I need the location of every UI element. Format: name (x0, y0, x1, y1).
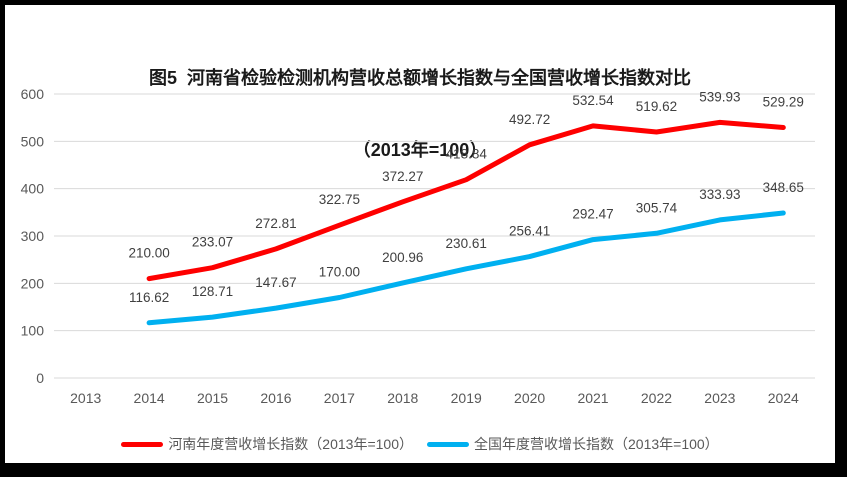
data-label-series0: 539.93 (699, 89, 740, 104)
data-label-series1: 256.41 (509, 224, 550, 239)
y-axis-tick-label: 400 (21, 181, 45, 197)
x-axis-label-2013: 2013 (70, 390, 101, 406)
chart-title: 图5 河南省检验检测机构营收总额增长指数与全国营收增长指数对比 （2013年=1… (5, 18, 835, 210)
chart-title-line1: 图5 河南省检验检测机构营收总额增长指数与全国营收增长指数对比 (148, 68, 691, 88)
data-label-series0: 519.62 (636, 99, 677, 114)
x-axis-label-2020: 2020 (514, 390, 545, 406)
data-label-series0: 529.29 (763, 94, 804, 109)
series-line-1 (146, 210, 786, 326)
x-axis-label-2022: 2022 (641, 390, 672, 406)
x-axis-label-2023: 2023 (704, 390, 735, 406)
y-axis-tick-label: 300 (21, 228, 45, 244)
data-label-series1: 305.74 (636, 200, 678, 215)
data-label-series0: 233.07 (192, 235, 233, 250)
legend-line-swatch-henan (121, 441, 164, 447)
y-axis-tick-label: 0 (36, 370, 44, 386)
legend-label-henan: 河南年度营收增长指数（2013年=100） (168, 436, 413, 452)
chart-legend: 河南年度营收增长指数（2013年=100） 全国年度营收增长指数（2013年=1… (5, 434, 835, 454)
x-axis-label-2015: 2015 (197, 390, 228, 406)
data-label-series0: 322.75 (319, 192, 360, 207)
x-axis-label-2021: 2021 (577, 390, 608, 406)
x-axis-label-2019: 2019 (451, 390, 482, 406)
data-label-series1: 170.00 (319, 265, 360, 280)
data-label-series1: 200.96 (382, 250, 423, 265)
data-label-series0: 532.54 (572, 93, 614, 108)
data-label-series1: 128.71 (192, 284, 233, 299)
x-axis-label-2016: 2016 (260, 390, 291, 406)
x-axis-label-2018: 2018 (387, 390, 418, 406)
data-label-series1: 333.93 (699, 187, 740, 202)
data-label-series0: 418.84 (446, 147, 488, 162)
data-label-series1: 230.61 (446, 236, 487, 251)
y-axis-tick-label: 500 (21, 133, 45, 149)
data-label-series0: 492.72 (509, 112, 550, 127)
x-axis-label-2017: 2017 (324, 390, 355, 406)
data-label-series1: 116.62 (129, 290, 169, 305)
y-axis-tick-label: 100 (21, 323, 45, 339)
legend-line-swatch-national (427, 441, 469, 447)
x-axis-label-2024: 2024 (768, 390, 799, 406)
legend-item-national: 全国年度营收增长指数（2013年=100） (427, 434, 719, 454)
legend-item-henan: 河南年度营收增长指数（2013年=100） (121, 434, 413, 454)
data-label-series0: 272.81 (255, 216, 296, 231)
x-axis-label-2014: 2014 (134, 390, 165, 406)
series-line-0 (146, 119, 786, 282)
data-label-series0: 372.27 (382, 169, 423, 184)
y-axis-tick-label: 600 (21, 86, 45, 102)
data-label-series1: 348.65 (763, 180, 804, 195)
y-axis-tick-label: 200 (21, 275, 45, 291)
chart-title-line2: （2013年=100） (352, 140, 488, 160)
legend-label-national: 全国年度营收增长指数（2013年=100） (474, 436, 719, 452)
data-label-series1: 147.67 (255, 275, 296, 290)
data-label-series0: 210.00 (128, 246, 169, 261)
data-label-series1: 292.47 (572, 207, 613, 222)
line-chart-plot: 0 100 200 300 400 500 600 2013 2014 2015 2016 2017 2… (21, 86, 815, 406)
